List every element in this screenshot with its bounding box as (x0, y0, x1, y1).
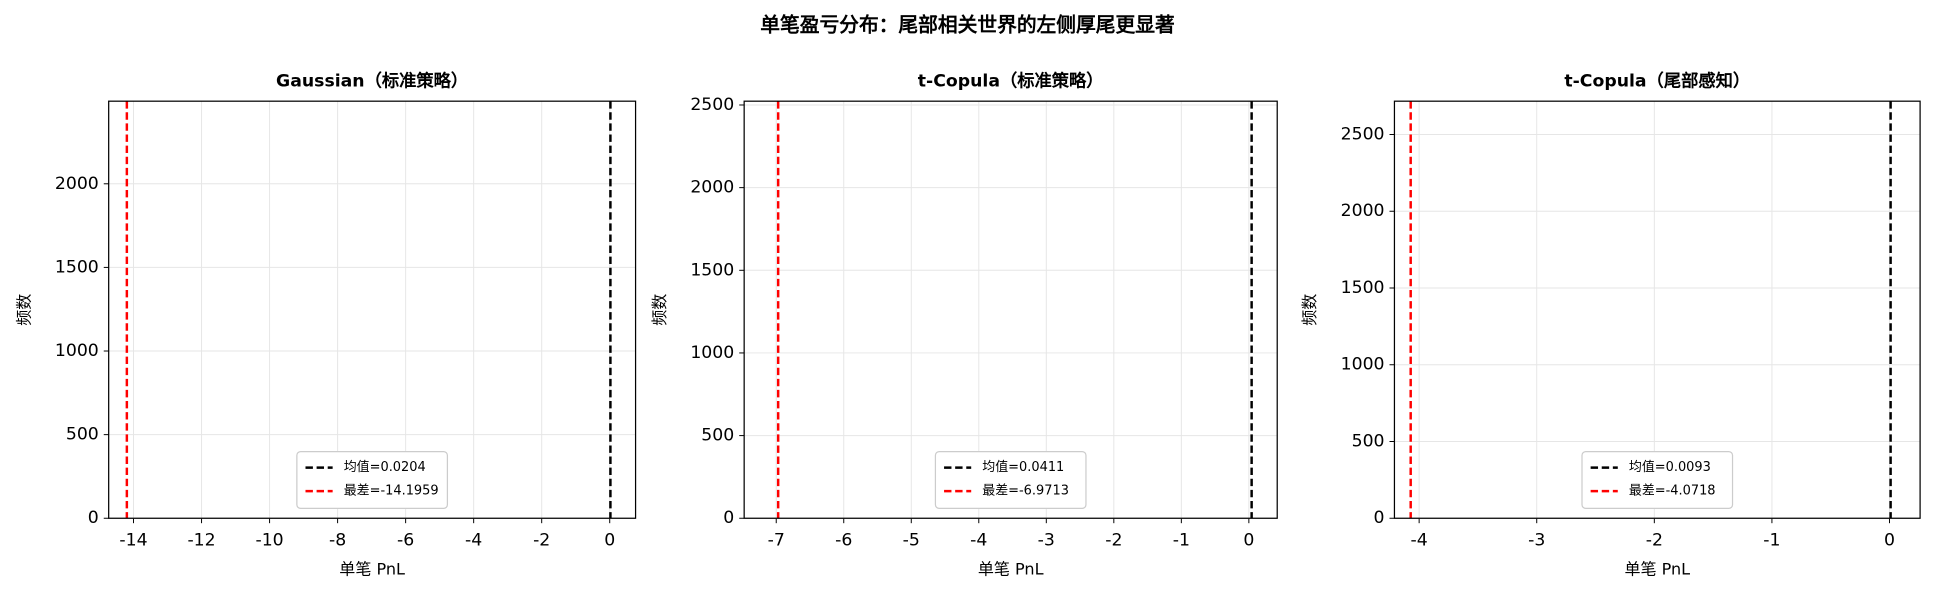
y-tick-label: 1000 (690, 343, 734, 363)
y-tick-label: 2500 (690, 95, 734, 115)
y-tick-label: 0 (723, 508, 734, 528)
subplot: -7 -6 -5 -4 -3 -2 -1 0 0 500 1000 1500 2000 2500 t-Cop… (650, 70, 1278, 579)
y-tick-label: 2000 (55, 174, 99, 194)
legend-box (296, 451, 449, 509)
legend-box (1581, 451, 1734, 509)
y-axis-label: 频数 (14, 294, 33, 326)
legend-label: 最差=-4.0718 (1629, 484, 1716, 499)
y-tick-label: 500 (701, 426, 734, 446)
y-tick-label: 500 (1352, 431, 1385, 451)
x-tick-label: -2 (533, 530, 550, 550)
y-tick-label: 1000 (55, 341, 99, 361)
y-tick-label: 0 (88, 508, 99, 528)
legend-label: 均值=0.0411 (982, 459, 1064, 475)
x-tick-label: -4 (1411, 530, 1428, 550)
x-axis-label: 单笔 PnL (1624, 560, 1690, 579)
y-tick-label: 1500 (1341, 278, 1385, 298)
subplot-title: Gaussian（标准策略） (276, 70, 468, 91)
x-tick-label: 0 (604, 530, 615, 550)
x-tick-label: 0 (1243, 530, 1254, 550)
subplot: -4 -3 -2 -1 0 0 500 1000 1500 2000 2500 t-Copula（尾部… (1300, 70, 1921, 579)
y-tick-label: 2500 (1341, 124, 1385, 144)
axes-frame (743, 100, 1278, 519)
axes-frame (1393, 100, 1921, 519)
x-axis-label: 单笔 PnL (978, 560, 1044, 579)
x-tick-label: 0 (1884, 530, 1895, 550)
x-tick-label: -3 (1528, 530, 1545, 550)
x-tick-label: -2 (1105, 530, 1122, 550)
subplot-title: t-Copula（尾部感知） (1564, 70, 1750, 91)
legend: 均值=0.0411 最差=-6.9713 (934, 451, 1087, 509)
x-tick-label: -7 (768, 530, 785, 550)
x-tick-label: -6 (835, 530, 852, 550)
legend-label: 均值=0.0204 (344, 459, 426, 475)
x-tick-label: -10 (255, 530, 283, 550)
x-tick-label: -1 (1173, 530, 1190, 550)
y-tick-label: 2000 (690, 178, 734, 198)
legend-label: 均值=0.0093 (1629, 459, 1711, 475)
y-tick-label: 1000 (1341, 355, 1385, 375)
y-tick-label: 1500 (55, 257, 99, 277)
y-axis-label: 频数 (1300, 294, 1319, 326)
x-tick-label: -4 (970, 530, 987, 550)
y-axis-label: 频数 (650, 294, 669, 326)
legend-label: 最差=-6.9713 (982, 484, 1069, 499)
legend-box (934, 451, 1087, 509)
suptitle: 单笔盈亏分布：尾部相关世界的左侧厚尾更显著 (760, 13, 1174, 36)
y-tick-label: 500 (66, 425, 99, 445)
x-tick-label: -5 (903, 530, 920, 550)
axes-frame (108, 100, 637, 519)
x-tick-label: -12 (187, 530, 215, 550)
y-tick-label: 2000 (1341, 201, 1385, 221)
subplot: -14 -12 -10 -8 -6 -4 -2 0 0 500 1000 1500 2000 Gaussi… (14, 70, 637, 579)
x-tick-label: -1 (1763, 530, 1780, 550)
legend: 均值=0.0204 最差=-14.1959 (296, 451, 449, 509)
legend: 均值=0.0093 最差=-4.0718 (1581, 451, 1734, 509)
x-axis-label: 单笔 PnL (339, 560, 405, 579)
legend-label: 最差=-14.1959 (344, 484, 439, 499)
x-tick-label: -2 (1646, 530, 1663, 550)
x-tick-label: -6 (397, 530, 414, 550)
x-tick-label: -3 (1038, 530, 1055, 550)
x-tick-label: -8 (329, 530, 346, 550)
y-tick-label: 1500 (690, 260, 734, 280)
y-tick-label: 0 (1374, 508, 1385, 528)
x-tick-label: -4 (465, 530, 482, 550)
x-tick-label: -14 (119, 530, 147, 550)
subplot-title: t-Copula（标准策略） (918, 70, 1104, 91)
